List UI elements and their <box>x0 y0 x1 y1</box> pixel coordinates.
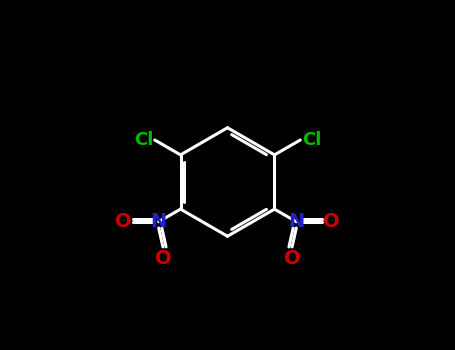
Text: N: N <box>288 212 304 231</box>
Text: O: O <box>284 248 300 268</box>
Text: Cl: Cl <box>134 131 153 149</box>
Text: O: O <box>323 212 340 231</box>
Text: Cl: Cl <box>302 131 321 149</box>
Text: O: O <box>115 212 132 231</box>
Text: N: N <box>151 212 167 231</box>
Text: O: O <box>155 248 171 268</box>
